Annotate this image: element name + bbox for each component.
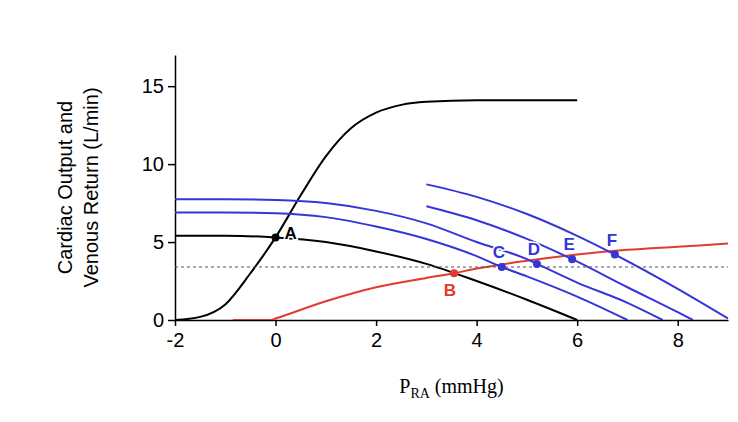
point-label: C	[493, 243, 505, 262]
x-tick: 0	[270, 320, 281, 351]
equilibrium-point	[272, 233, 280, 241]
y-tick: 10	[142, 153, 175, 175]
x-tick-label: 8	[673, 329, 684, 351]
y-tick: 0	[153, 309, 175, 331]
y-axis-title-line: Venous Return (L/min)	[80, 87, 102, 287]
x-tick-label: 0	[270, 329, 281, 351]
equilibrium-point	[450, 269, 458, 277]
x-tick-label: 6	[572, 329, 583, 351]
curve	[175, 236, 577, 320]
x-tick-mark	[275, 320, 277, 326]
curve	[426, 206, 692, 320]
equilibrium-point	[498, 263, 506, 271]
x-tick: 2	[371, 320, 382, 351]
plot-area	[175, 100, 728, 320]
point-labels: A B C D E F	[285, 224, 618, 300]
point-label: F	[607, 231, 617, 250]
y-tick-mark	[168, 86, 175, 88]
y-tick-label: 0	[153, 309, 164, 331]
point-label: E	[563, 235, 574, 254]
x-axis-title: PRA (mmHg)	[399, 375, 503, 401]
x-tick: 4	[472, 320, 483, 351]
x-tick: -2	[167, 320, 185, 351]
x-tick-label: 4	[472, 329, 483, 351]
x-tick-mark	[476, 320, 478, 326]
x-axis-title-unit: (mmHg)	[430, 375, 504, 398]
chart: -202468051015Cardiac Output andVenous Re…	[0, 0, 738, 422]
y-axis-title: Cardiac Output andVenous Return (L/min)	[54, 87, 102, 287]
curve	[233, 244, 728, 320]
y-tick: 5	[153, 231, 175, 253]
x-tick: 6	[572, 320, 583, 351]
x-tick-mark	[376, 320, 378, 326]
point-label: D	[528, 240, 540, 259]
x-axis-title-subscript: RA	[410, 386, 430, 401]
y-tick-mark	[168, 164, 175, 166]
y-axis: 0 5 10 15	[142, 56, 176, 331]
curve	[426, 184, 728, 318]
y-tick-mark	[168, 320, 175, 322]
y-tick-mark	[168, 242, 175, 244]
y-tick-label: 10	[142, 153, 164, 175]
x-tick: 8	[673, 320, 684, 351]
point-label: A	[285, 224, 297, 243]
equilibrium-point	[533, 260, 541, 268]
x-axis: -2 0 2 4 6 8	[167, 320, 729, 351]
x-tick-label: -2	[167, 329, 185, 351]
y-tick: 15	[142, 75, 175, 97]
y-axis-line	[175, 56, 177, 321]
equilibrium-point	[611, 251, 619, 259]
y-axis-title-line: Cardiac Output and	[54, 101, 76, 274]
curve	[175, 199, 663, 320]
x-tick-mark	[677, 320, 679, 326]
equilibrium-point	[568, 255, 576, 263]
x-tick-label: 2	[371, 329, 382, 351]
x-axis-title-main: P	[399, 375, 410, 397]
y-tick-label: 5	[153, 231, 164, 253]
reference-line	[175, 266, 728, 267]
y-tick-label: 15	[142, 75, 164, 97]
x-tick-mark	[577, 320, 579, 326]
point-label: B	[444, 281, 456, 300]
